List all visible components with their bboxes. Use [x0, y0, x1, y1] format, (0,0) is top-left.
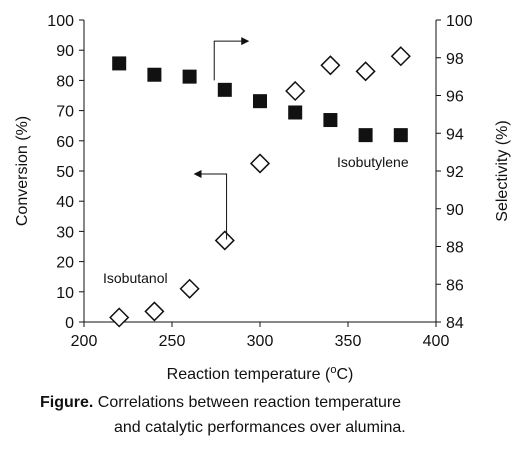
- y-tick-label-left: 30: [56, 224, 74, 241]
- x-tick-label: 200: [71, 333, 98, 350]
- y-tick-label-right: 96: [446, 89, 464, 106]
- y-tick-label-right: 100: [446, 13, 473, 30]
- isobutanol-point: [285, 80, 306, 102]
- figure-caption-line1: Figure. Correlations between reaction te…: [40, 394, 521, 412]
- figure-caption-text-1: Correlations between reaction temperatur…: [97, 394, 402, 411]
- isobutanol-point: [390, 46, 411, 67]
- x-tick-label: 400: [423, 333, 450, 350]
- isobutanol-point: [355, 61, 376, 82]
- y-tick-label-left: 60: [56, 134, 74, 151]
- y-tick-label-left: 100: [47, 13, 74, 30]
- x-tick-label: 250: [159, 333, 186, 350]
- y-tick-label-right: 98: [446, 51, 464, 68]
- isobutylene-point: [182, 69, 197, 84]
- x-axis-title: Reaction temperature (oC): [167, 364, 354, 383]
- y-axis-title-right: Selectivity (%): [494, 120, 511, 221]
- y-axis-title-left: Conversion (%): [14, 116, 31, 226]
- y-tick-label-left: 70: [56, 104, 74, 121]
- y-tick-label-left: 40: [56, 194, 74, 211]
- figure-caption-label: Figure.: [40, 394, 94, 411]
- isobutylene-point: [147, 67, 162, 82]
- figure-caption-line2: and catalytic performances over alumina.: [114, 419, 521, 437]
- isobutanol-point: [249, 153, 271, 174]
- isobutylene-point: [358, 128, 373, 143]
- figure-caption-text-2: and catalytic performances over alumina.: [114, 419, 406, 436]
- isobutanol-label: Isobutanol: [103, 270, 168, 286]
- tick-labels: 200 250 300 350 400 0 10 20 30 40 50 60 70 80 90 100 84 8…: [47, 13, 473, 350]
- y-tick-label-left: 90: [56, 43, 74, 60]
- data-marks: [109, 46, 411, 328]
- chart: 200 250 300 350 400 0 10 20 30 40 50 60 70 80 90 100 84 8…: [14, 13, 511, 383]
- isobutylene-point: [253, 94, 267, 109]
- isobutylene-point: [217, 82, 232, 97]
- y-tick-label-left: 80: [56, 73, 74, 90]
- y-tick-label-left: 10: [56, 285, 74, 302]
- isobutanol-arrow: [193, 170, 228, 240]
- isobutanol-point: [214, 230, 235, 251]
- y-tick-label-right: 90: [446, 202, 464, 219]
- x-tick-label: 300: [247, 333, 274, 350]
- y-tick-label-right: 94: [446, 126, 464, 143]
- isobutanol-point: [179, 278, 200, 299]
- y-tick-label-left: 50: [56, 164, 74, 181]
- x-tick-label: 350: [335, 333, 362, 350]
- axes: [79, 19, 441, 327]
- isobutylene-point: [112, 56, 127, 71]
- isobutylene-point: [323, 113, 338, 128]
- isobutanol-point: [144, 301, 165, 322]
- isobutanol-point: [320, 55, 341, 76]
- isobutylene-arrow: [213, 37, 250, 81]
- y-tick-label-right: 86: [446, 277, 464, 294]
- annotations: Isobutanol Isobutylene: [103, 37, 409, 286]
- y-tick-label-left: 20: [56, 255, 74, 272]
- y-tick-label-right: 92: [446, 164, 464, 181]
- y-tick-label-right: 84: [446, 315, 464, 332]
- isobutylene-point: [393, 128, 408, 143]
- isobutanol-point: [109, 307, 130, 328]
- y-tick-label-left: 0: [65, 315, 74, 332]
- y-tick-label-right: 88: [446, 240, 464, 257]
- isobutylene-point: [288, 105, 303, 120]
- isobutylene-label: Isobutylene: [337, 154, 409, 170]
